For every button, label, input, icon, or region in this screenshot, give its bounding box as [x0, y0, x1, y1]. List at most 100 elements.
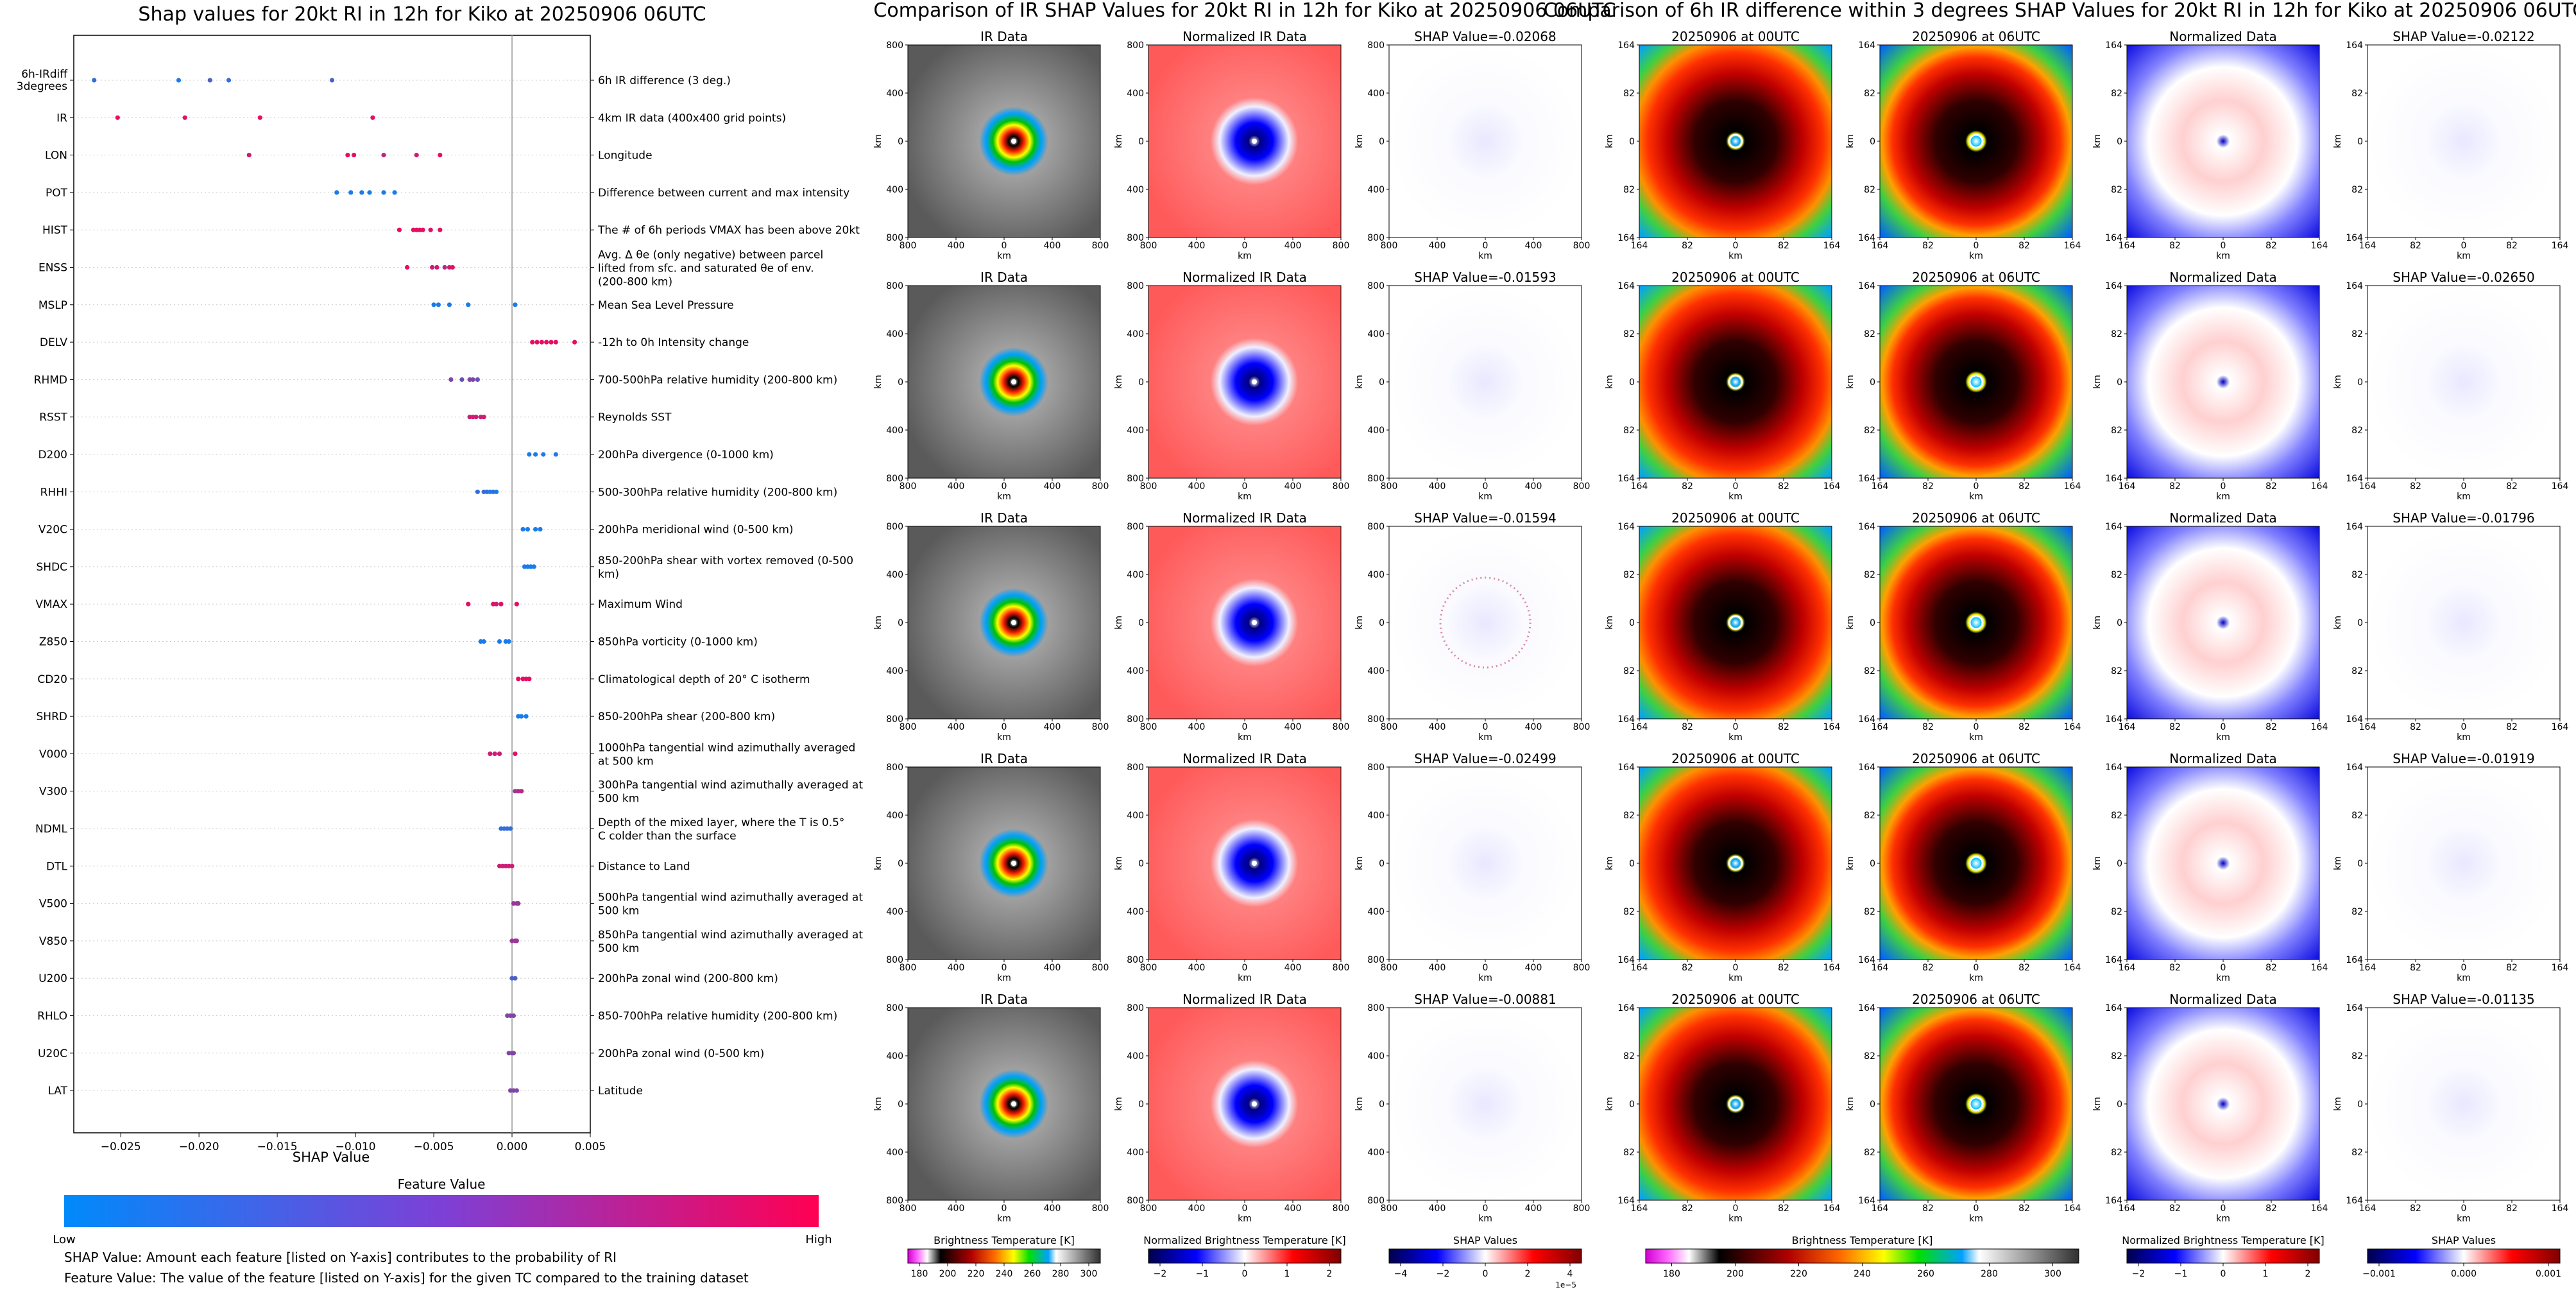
x-tick-label: 82	[2169, 241, 2181, 251]
colorbar-tick-label: 1	[1284, 1269, 1290, 1279]
x-tick-label: 164	[1823, 722, 1841, 732]
feature-description: Latitude	[598, 1085, 643, 1098]
panel-x-label: km	[1969, 251, 1983, 261]
x-tick-label: 800	[1573, 1203, 1591, 1214]
x-tick-label: 800	[1573, 963, 1591, 973]
colorbar-tick-label: −0.001	[2362, 1269, 2396, 1279]
x-tick-label: 82	[2410, 963, 2421, 973]
y-tick-label: 400	[1367, 907, 1385, 917]
image-panel-shap: SHAP Value=-0.02068800800400400004004008…	[1354, 29, 1590, 261]
y-tick-label: 0	[898, 859, 903, 869]
x-tick-label: 800	[1573, 722, 1591, 732]
y-tick-label: 400	[886, 811, 903, 821]
x-tick-label: 400	[1525, 241, 1542, 251]
y-tick-label: 400	[886, 329, 903, 340]
y-tick-label: 800	[1367, 955, 1385, 965]
feature-name-label: ENSS	[38, 262, 67, 275]
x-tick-label: 82	[2265, 722, 2277, 732]
panel-x-label: km	[1969, 973, 1983, 983]
x-tick-label: −0.005	[414, 1141, 454, 1153]
storm-eye	[1728, 374, 1743, 390]
panel-title: IR Data	[980, 751, 1028, 766]
panel-colorbar: SHAP Values −0.001 0.000 0.001	[2362, 1234, 2561, 1279]
x-tick-label: 0	[1974, 241, 1979, 251]
storm-eye	[1968, 615, 1984, 630]
y-tick-label: 164	[1858, 714, 1875, 725]
y-tick-label: 82	[2111, 89, 2122, 99]
feature-description: The # of 6h periods VMAX has been above …	[597, 224, 860, 237]
x-tick-label: 0	[2221, 1203, 2226, 1214]
y-tick-label: 800	[1127, 714, 1144, 725]
shap-point	[497, 639, 502, 644]
x-tick-label: 800	[1333, 963, 1350, 973]
y-tick-label: 0	[2117, 859, 2122, 869]
shap-point	[115, 115, 120, 120]
x-tick-label: 164	[2311, 1203, 2328, 1214]
x-tick-label: 0.000	[497, 1141, 528, 1153]
x-tick-label: 82	[1778, 722, 1789, 732]
image-panel-shap2: SHAP Value=-0.01919164164828200828216416…	[2333, 751, 2568, 983]
image-panel-norm: Normalized IR Data8008004004000040040080…	[1114, 29, 1349, 261]
y-tick-label: 0	[1138, 377, 1144, 388]
y-tick-label: 400	[1367, 89, 1385, 99]
panel-image	[908, 45, 1100, 237]
panel-y-label: km	[2333, 1097, 2343, 1111]
colorbar-tick-label: −1	[1196, 1269, 1209, 1279]
y-tick-label: 800	[1367, 1003, 1385, 1013]
y-tick-label: 800	[1127, 955, 1144, 965]
x-tick-label: 0	[1242, 963, 1248, 973]
storm-eye	[1252, 1101, 1257, 1107]
shap-point	[506, 639, 511, 644]
panel-image	[1148, 526, 1341, 719]
panel-y-label: km	[1114, 134, 1124, 148]
shap-point	[226, 78, 232, 83]
panel-x-label: km	[1238, 973, 1252, 983]
shap-point	[549, 340, 554, 345]
x-tick-label: 82	[2410, 722, 2421, 732]
feature-name-label: CD20	[37, 673, 67, 686]
shap-point	[334, 190, 339, 195]
feature-name-label: RHHI	[40, 486, 67, 499]
y-tick-label: 164	[1617, 40, 1635, 51]
x-tick-label: −0.010	[336, 1141, 376, 1153]
colorbar-label: Normalized Brightness Temperature [K]	[1143, 1234, 1346, 1246]
storm-eye	[1011, 379, 1016, 384]
x-tick-label: 400	[1188, 481, 1206, 492]
y-tick-label: 82	[1623, 666, 1635, 676]
x-tick-label: 164	[1823, 481, 1841, 492]
panel-y-label: km	[2333, 375, 2343, 389]
y-tick-label: 0	[1870, 618, 1875, 628]
y-tick-label: 164	[1617, 955, 1635, 965]
shap-point	[431, 302, 436, 307]
y-tick-label: 164	[1858, 762, 1875, 773]
x-tick-label: 400	[1044, 722, 1061, 732]
shap-point	[397, 227, 402, 232]
feature-name-label: RHLO	[37, 1010, 67, 1023]
x-tick-label: 400	[948, 963, 965, 973]
panel-y-label: km	[2092, 616, 2103, 630]
x-tick-label: 164	[1631, 481, 1648, 492]
y-tick-label: 164	[1617, 1003, 1635, 1013]
storm-eye	[1252, 139, 1257, 144]
colorbar-tick-label: 200	[939, 1269, 957, 1279]
panel-y-label: km	[1114, 375, 1124, 389]
x-tick-label: 400	[1044, 481, 1061, 492]
y-tick-label: 82	[1623, 1148, 1635, 1158]
panel-x-label: km	[997, 492, 1011, 502]
x-tick-label: 800	[1381, 241, 1398, 251]
y-tick-label: 82	[2351, 570, 2363, 580]
shap-point	[470, 377, 475, 383]
shap-point	[466, 302, 471, 307]
y-tick-label: 82	[2351, 1148, 2363, 1158]
shap-point	[499, 601, 504, 607]
colorbar-tick-label: 300	[2044, 1269, 2061, 1279]
image-panel-norm: Normalized IR Data8008004004000040040080…	[1114, 270, 1349, 502]
x-tick-label: 400	[1044, 963, 1061, 973]
y-tick-label: 82	[2111, 426, 2122, 436]
panel-title: SHAP Value=-0.02068	[1414, 29, 1556, 44]
panel-x-label: km	[1478, 973, 1492, 983]
y-tick-label: 800	[1127, 281, 1144, 291]
panel-x-label: km	[1969, 732, 1983, 743]
shap-point	[92, 78, 97, 83]
y-tick-label: 400	[886, 907, 903, 917]
